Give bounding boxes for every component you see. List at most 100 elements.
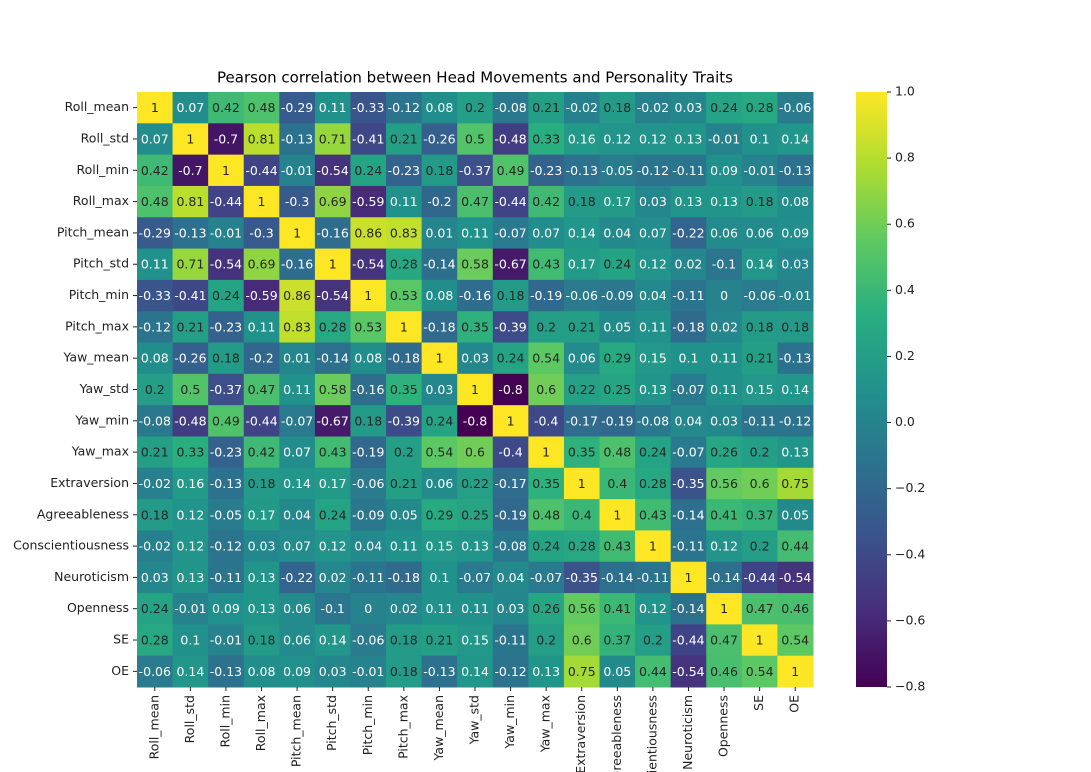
cell-label: 0.1 [180, 633, 200, 648]
x-tick-label: OE [787, 695, 802, 713]
colorbar [856, 92, 887, 687]
heatmap-cell [741, 436, 778, 469]
heatmap-cell [172, 248, 209, 281]
heatmap-cell [563, 624, 601, 657]
cell-label: -0.18 [672, 319, 704, 334]
cell-label: 0.15 [746, 382, 774, 397]
cell-label: 0.18 [141, 507, 169, 522]
cell-label: 0.13 [532, 664, 560, 679]
cell-label: 0.83 [283, 319, 311, 334]
cell-label: 0.14 [568, 225, 596, 240]
heatmap-cell [137, 217, 174, 250]
cell-label: 0.37 [603, 633, 631, 648]
cell-label: 0.53 [390, 288, 418, 303]
heatmap-cell [350, 373, 387, 406]
colorbar-tick-label: −0.4 [895, 546, 925, 561]
cell-label: 0.11 [319, 100, 347, 115]
heatmap-cell [492, 436, 529, 469]
heatmap-cell [670, 467, 707, 500]
heatmap-cell [457, 279, 494, 312]
y-tick-label: Yaw_mean [63, 350, 130, 365]
heatmap-cell [314, 530, 351, 563]
cell-label: 1 [471, 382, 479, 397]
x-tick-label: Roll_min [217, 695, 232, 748]
cell-label: 0.04 [603, 225, 631, 240]
cell-label: 0.03 [675, 100, 703, 115]
heatmap-cell [386, 467, 423, 500]
heatmap-cell [350, 467, 387, 500]
heatmap-cell [350, 342, 387, 375]
heatmap-cell [777, 185, 814, 218]
cell-label: -0.06 [743, 288, 775, 303]
cell-label: -0.2 [249, 351, 273, 366]
heatmap-cell [386, 123, 423, 156]
heatmap-cell [563, 92, 601, 124]
heatmap-cell [208, 530, 245, 563]
x-tick-label: Roll_std [182, 695, 197, 743]
cell-label: 0.21 [176, 319, 204, 334]
cell-label: 0.69 [248, 257, 276, 272]
heatmap-cell [279, 311, 316, 344]
heatmap-cell [421, 499, 458, 531]
cell-label: 0.08 [425, 288, 453, 303]
heatmap-cell [243, 436, 280, 469]
colorbar-tick-label: −0.8 [895, 679, 925, 694]
cell-label: 0.11 [390, 194, 418, 209]
cell-label: 0.04 [354, 539, 382, 554]
heatmap-cell [563, 405, 601, 437]
heatmap-cell [279, 185, 316, 218]
heatmap-cell [172, 185, 209, 218]
cell-label: 0.14 [319, 633, 347, 648]
cell-label: 0.71 [319, 131, 347, 146]
cell-label: 0.06 [746, 225, 774, 240]
heatmap-cell [670, 405, 707, 437]
cell-label: 0.4 [572, 507, 592, 522]
heatmap-cell [457, 655, 494, 688]
heatmap-cell [563, 467, 601, 500]
y-tick-label: Pitch_mean [57, 224, 129, 239]
cell-label: 0.11 [461, 225, 489, 240]
heatmap-cell [563, 655, 601, 688]
cell-label: 0.03 [319, 664, 347, 679]
cell-label: 0.21 [568, 319, 596, 334]
heatmap-cell [350, 92, 387, 124]
cell-label: 0.07 [283, 445, 311, 460]
heatmap-cell [243, 92, 280, 124]
cell-label: -0.35 [672, 476, 704, 491]
heatmap-cell [528, 123, 565, 156]
heatmap-cell [528, 92, 565, 124]
cell-label: -0.22 [281, 570, 313, 585]
heatmap-cell [635, 185, 672, 218]
heatmap-cell [386, 530, 423, 563]
cell-label: 0.42 [248, 445, 276, 460]
heatmap-cell [635, 123, 672, 156]
cell-label: 0.03 [425, 382, 453, 397]
heatmap-cell [137, 185, 174, 218]
cell-label: 0.03 [710, 413, 738, 428]
colorbar-tick-label: −0.6 [895, 612, 925, 627]
cell-label: 1 [507, 413, 515, 428]
heatmap-cell [243, 123, 280, 156]
cell-label: 0.11 [141, 257, 169, 272]
cell-label: -0.44 [210, 194, 242, 209]
heatmap-cell [492, 499, 529, 531]
heatmap-cell [777, 467, 814, 500]
cell-label: -0.39 [494, 319, 526, 334]
cell-label: -0.18 [388, 570, 420, 585]
heatmap-cell [457, 593, 494, 625]
cell-label: 0.24 [425, 413, 453, 428]
cell-label: 0.41 [710, 507, 738, 522]
heatmap-cell [279, 279, 316, 312]
heatmap-cell [350, 217, 387, 250]
cell-label: 0.2 [536, 319, 556, 334]
heatmap-cell [314, 123, 351, 156]
heatmap-cell [599, 279, 636, 312]
cell-label: -0.39 [388, 413, 420, 428]
cell-label: -0.12 [637, 163, 669, 178]
cell-label: 0.13 [710, 194, 738, 209]
cell-label: 0.04 [639, 288, 667, 303]
heatmap-cell [421, 92, 458, 124]
heatmap-cell [599, 342, 636, 375]
cell-label: 0.02 [319, 570, 347, 585]
cell-label: -0.23 [388, 163, 420, 178]
